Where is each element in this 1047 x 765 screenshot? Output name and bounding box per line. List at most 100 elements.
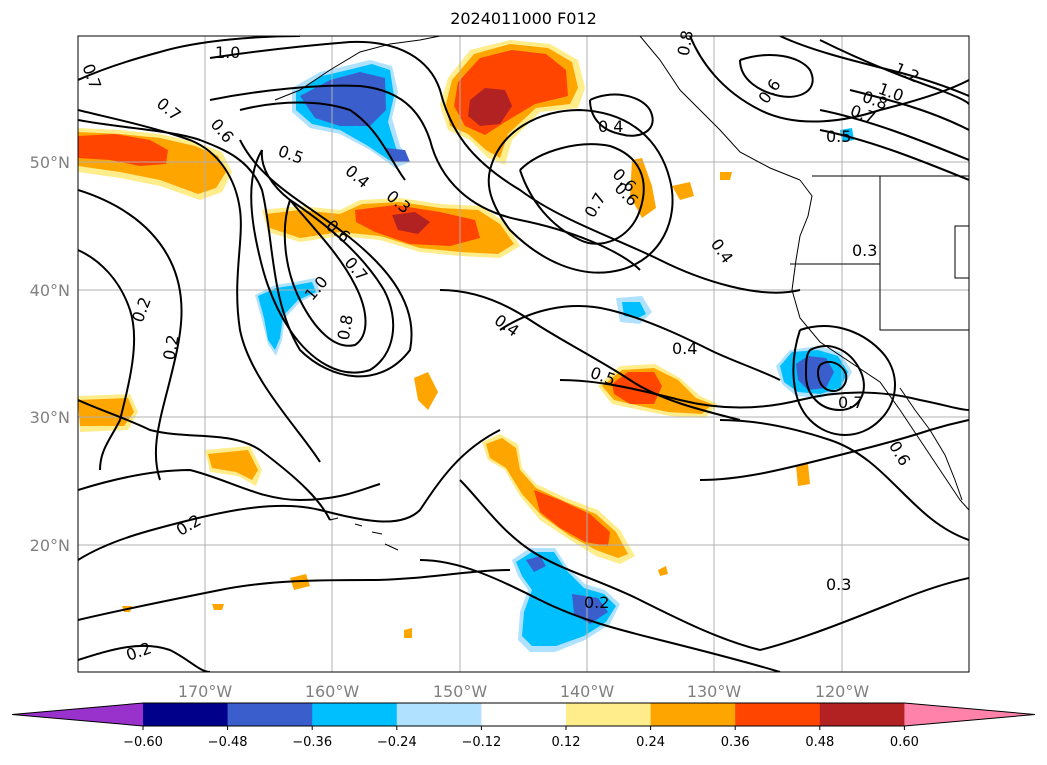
colorbar-tick-label: −0.48 [208,735,248,750]
colorbar-extend-min [12,703,143,726]
contour-line [759,577,969,651]
shaded-region [212,604,224,610]
shaded-region [720,172,732,180]
coastline-baja [899,387,963,501]
contour-label: 1.0 [215,43,240,62]
contour-line [819,39,969,105]
latitude-labels: 50°N 40°N 30°N 20°N [30,153,70,555]
contour-label: 0.2 [584,593,609,612]
colorbar-segment [819,703,905,726]
contour-line [819,109,969,161]
colorbar-extend-max [904,703,1035,726]
contour-line [78,468,381,502]
lon-label-170w: 170°W [178,682,233,701]
contour-line [78,51,161,81]
contour-lines [78,36,969,672]
border-states [790,263,969,331]
lat-label-50n: 50°N [30,153,70,172]
shaded-region [622,302,646,318]
contour-label: 0.4 [598,117,623,136]
contour-label: 0.7 [838,393,863,412]
colorbar-segment [566,703,652,726]
shaded-region [414,372,438,410]
contour-line [209,40,801,294]
colorbar-tick-label: −0.12 [461,735,501,750]
colorbar-segment [735,703,821,726]
map-frame [77,35,970,673]
contour-line [589,93,654,137]
longitude-labels: 170°W 160°W 150°W 140°W 130°W 120°W [178,682,870,701]
lon-label-140w: 140°W [560,682,615,701]
contour-line [519,143,645,245]
contour-line [739,54,814,98]
contour-line [78,399,331,521]
colorbar-tick-label: −0.60 [123,735,163,750]
contour-label: 0.3 [852,241,877,260]
contour-line [804,345,865,412]
contour-line [699,419,969,481]
contour-line [819,129,969,181]
shaded-region [392,212,430,234]
contour-label: 0.8 [674,29,697,57]
shaded-region [796,464,810,486]
coastline-alaska [274,36,441,101]
shaded-region [840,128,854,142]
contour-label: 0.5 [826,127,851,146]
contour-line [817,361,848,392]
border-states3 [954,225,969,279]
contour-line [78,249,136,471]
island-hawaii [329,517,399,551]
contour-line [499,305,781,381]
contour-line [78,644,211,672]
colorbar-segment [396,703,482,726]
contour-line [419,559,781,672]
contour-line [779,36,969,97]
colorbar-segment [481,703,567,726]
lon-label-130w: 130°W [687,682,742,701]
lat-label-30n: 30°N [30,408,70,427]
colorbar-tick-label: 0.48 [805,735,834,750]
colorbar: −0.60 −0.48 −0.36 −0.24 −0.12 0.12 0.24 0.36 0.4… [11,702,1036,750]
shaded-region [534,490,610,546]
contour-label: 0.2 [159,333,182,361]
contour-line [78,119,413,378]
graticule [78,36,969,672]
contour-line [487,108,674,274]
colorbar-segment [143,703,229,726]
contour-line [250,149,395,374]
colorbar-segment [227,703,313,726]
shaded-region [612,372,662,404]
colorbar-segment [312,703,398,726]
contour-line [459,479,761,651]
colorbar-tick-label: 0.24 [636,735,665,750]
colorbar-tick-label: 0.36 [721,735,750,750]
lon-label-120w: 120°W [815,682,870,701]
contour-line [439,289,741,421]
shaded-region [404,628,412,638]
map-title: 2024011000 F012 [450,9,597,28]
shaded-region [78,134,168,166]
colorbar-tick-label: −0.24 [377,735,417,750]
colorbar-tick-label: −0.36 [292,735,332,750]
shaded-region [672,182,694,200]
colorbar-tick-label: 0.60 [890,735,919,750]
contour-line [239,101,406,181]
coastlines [274,36,969,551]
contour-line [78,569,511,621]
colorbar-segment [650,703,736,726]
contour-label: 0.4 [672,339,697,358]
contour-line [78,109,321,463]
contour-line [283,199,367,347]
contour-line [78,429,501,561]
map-content [78,36,969,672]
lon-label-160w: 160°W [305,682,360,701]
contour-line [559,379,969,411]
shaded-region [526,556,546,572]
contour-label: 0.3 [826,575,851,594]
contour-line [792,325,896,436]
colorbar-tick-label: 0.12 [552,735,581,750]
contour-line [689,36,969,123]
lat-label-20n: 20°N [30,536,70,555]
coastline-alaska-panhandle [639,36,801,181]
